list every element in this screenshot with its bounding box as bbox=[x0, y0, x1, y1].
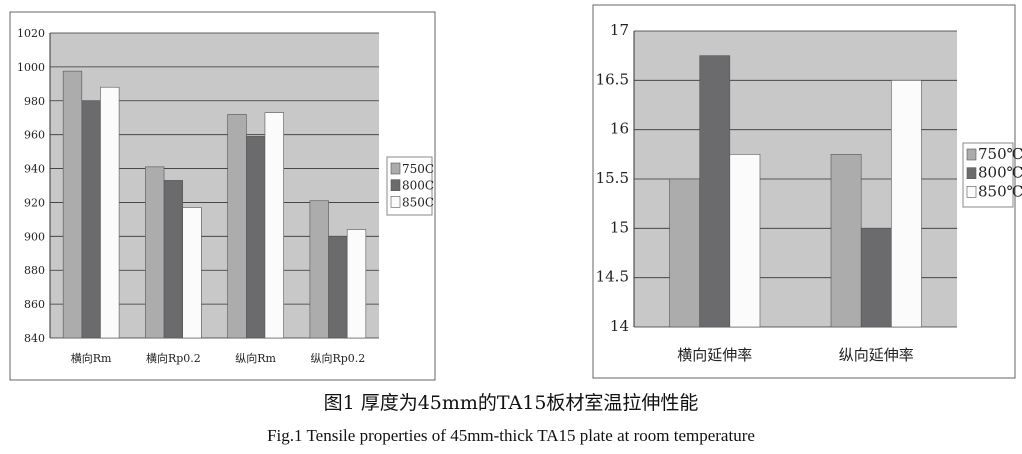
legend-label: 750C bbox=[402, 162, 434, 176]
y-tick-label: 17 bbox=[610, 21, 629, 39]
bar-800C bbox=[163, 180, 183, 339]
bar-850℃ bbox=[891, 80, 922, 328]
legend-label: 800℃ bbox=[978, 164, 1022, 182]
legend-swatch bbox=[390, 162, 401, 175]
y-tick-label: 16.5 bbox=[596, 70, 629, 88]
bar-750C bbox=[145, 166, 165, 339]
y-tick-label: 1000 bbox=[17, 61, 45, 74]
y-tick-label: 16 bbox=[610, 120, 629, 138]
bar-850C bbox=[100, 86, 120, 339]
caption-chinese: 图1 厚度为45mm的TA15板材室温拉伸性能 bbox=[323, 392, 699, 414]
legend-label: 750℃ bbox=[978, 145, 1022, 163]
y-tick-label: 15.5 bbox=[596, 169, 629, 187]
y-tick-label: 14 bbox=[610, 317, 629, 335]
bar-850C bbox=[182, 207, 202, 339]
y-tick-label: 1020 bbox=[17, 27, 45, 40]
caption-english: Fig.1 Tensile properties of 45mm-thick T… bbox=[267, 426, 755, 445]
legend-swatch bbox=[966, 167, 977, 179]
legend-swatch bbox=[390, 196, 401, 208]
x-tick-label: 横向Rm bbox=[71, 351, 112, 365]
x-tick-label: 纵向延伸率 bbox=[839, 346, 914, 364]
legend-label: 800C bbox=[402, 179, 434, 193]
y-tick-label: 940 bbox=[24, 163, 45, 176]
bar-800℃ bbox=[699, 55, 731, 328]
y-tick-label: 880 bbox=[24, 264, 45, 277]
bar-800C bbox=[328, 236, 348, 339]
legend-label: 850C bbox=[402, 195, 434, 209]
y-tick-label: 15 bbox=[610, 218, 629, 236]
x-tick-label: 横向Rp0.2 bbox=[146, 351, 201, 365]
y-tick-label: 860 bbox=[24, 298, 45, 311]
y-tick-label: 980 bbox=[24, 95, 45, 108]
legend-label: 850℃ bbox=[978, 182, 1022, 200]
legend-swatch bbox=[390, 179, 401, 191]
x-tick-label: 纵向Rm bbox=[235, 351, 276, 365]
x-tick-label: 纵向Rp0.2 bbox=[310, 351, 365, 365]
bar-800C bbox=[246, 136, 266, 339]
bar-750℃ bbox=[669, 178, 700, 328]
y-tick-label: 900 bbox=[24, 230, 45, 243]
y-tick-label: 960 bbox=[24, 129, 45, 142]
y-tick-label: 14.5 bbox=[596, 268, 629, 286]
bar-750C bbox=[309, 200, 329, 339]
bar-850C bbox=[264, 112, 284, 339]
bar-750C bbox=[62, 70, 83, 339]
bar-850℃ bbox=[729, 154, 761, 328]
bar-800℃ bbox=[860, 228, 892, 328]
bar-750℃ bbox=[830, 154, 862, 328]
y-tick-label: 920 bbox=[24, 196, 45, 209]
x-tick-label: 横向延伸率 bbox=[677, 346, 752, 364]
legend-swatch bbox=[966, 148, 977, 161]
y-tick-label: 840 bbox=[24, 332, 45, 345]
legend-swatch bbox=[966, 186, 977, 198]
bar-850C bbox=[346, 229, 367, 339]
bar-750C bbox=[227, 114, 247, 339]
bar-800C bbox=[81, 100, 101, 339]
